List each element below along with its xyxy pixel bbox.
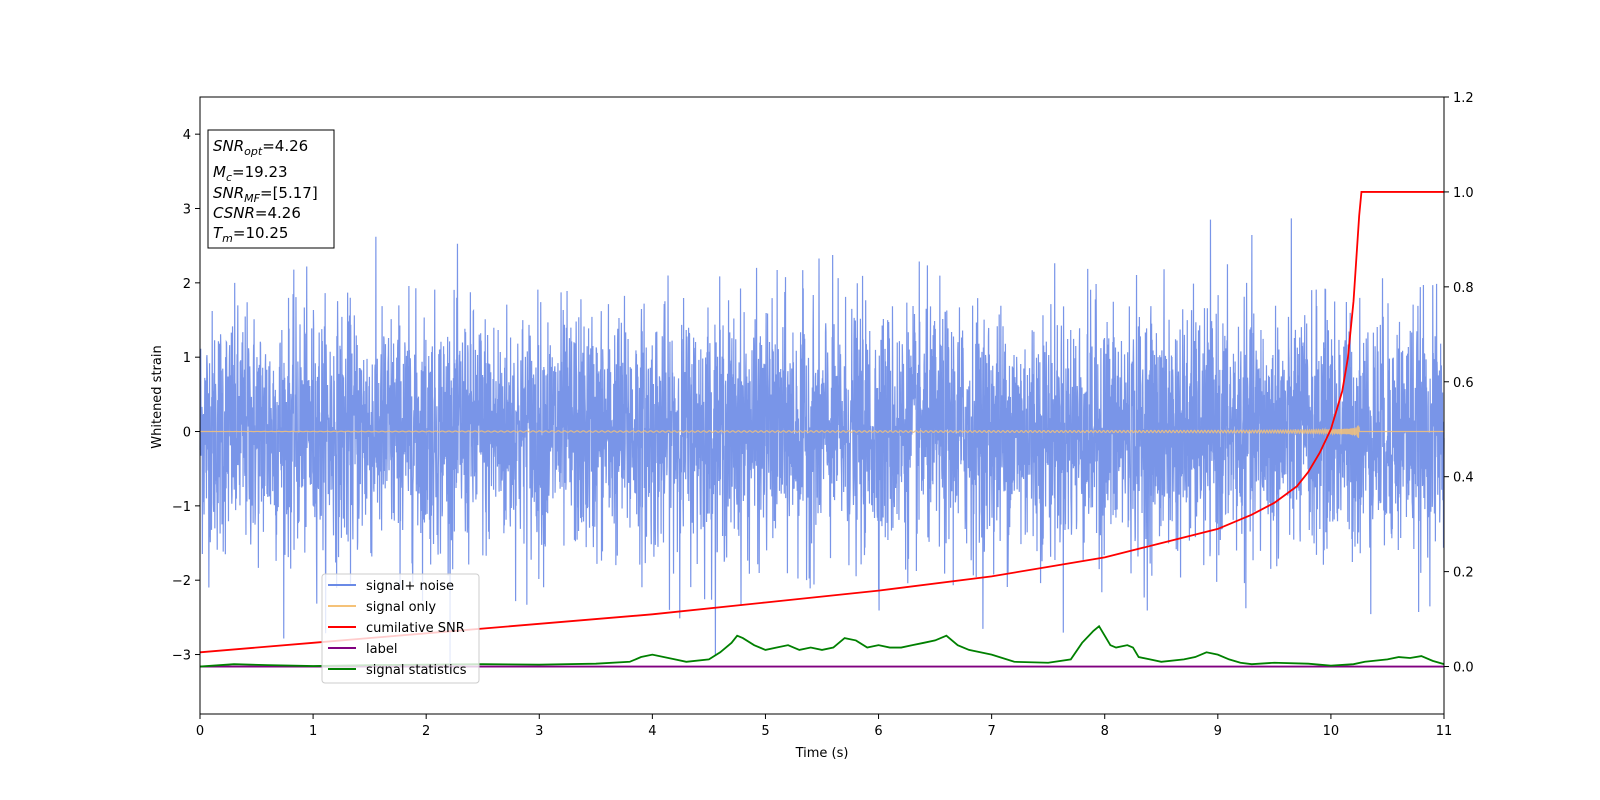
legend-label-label: label — [366, 642, 397, 657]
series-line-cumulative-snr — [199, 191, 1444, 654]
series-line-signal-only — [200, 425, 1444, 438]
x-tick-label: 0 — [196, 724, 204, 739]
y-right-tick-label: 0.4 — [1453, 471, 1474, 486]
y-left-tick-label: −2 — [172, 574, 191, 589]
y-right-tick-label: 1.0 — [1453, 186, 1474, 201]
legend-label-signal-statistics: signal statistics — [366, 663, 467, 678]
x-tick-label: 4 — [648, 724, 656, 739]
plot-frame — [199, 96, 1445, 715]
x-tick-label: 5 — [761, 724, 769, 739]
legend-label-signal-noise: signal+ noise — [366, 579, 454, 594]
annotation-snr-opt: SNRopt=4.26 — [213, 137, 308, 158]
annotation-snr-mf: SNRMF=[5.17] — [213, 184, 318, 205]
x-tick-label: 8 — [1101, 724, 1109, 739]
x-tick-label: 7 — [987, 724, 995, 739]
x-tick-label: 11 — [1436, 724, 1453, 739]
annotation-box: SNRopt=4.26 Mc=19.23 SNRMF=[5.17] CSNR=4… — [207, 129, 335, 249]
x-tick-label: 6 — [874, 724, 882, 739]
x-tick-label: 1 — [309, 724, 317, 739]
annotation-mc: Mc=19.23 — [213, 163, 288, 184]
y-right-tick-label: 0.6 — [1453, 376, 1474, 391]
y-left-tick-label: −3 — [172, 649, 191, 664]
x-tick-label: 3 — [535, 724, 543, 739]
axes — [199, 96, 1445, 715]
y-right-tick-label: 0.8 — [1453, 281, 1474, 296]
annotation-tm: Tm=10.25 — [213, 224, 288, 245]
ticks: 0 1 2 3 4 5 6 7 8 9 10 11 −3 −2 −1 0 1 2 3 4 0.0 0.2 0.4 0.6 0.8… — [172, 91, 1474, 739]
x-tick-label: 10 — [1323, 724, 1340, 739]
series-signal-noise — [199, 218, 1445, 671]
y-right-tick-label: 0.0 — [1453, 661, 1474, 676]
series-line-signal-statistics — [199, 624, 1445, 668]
y-left-tick-label: 4 — [183, 128, 191, 143]
x-tick-label: 2 — [422, 724, 430, 739]
legend-label-signal-only: signal only — [366, 600, 436, 615]
annotation-csnr: CSNR=4.26 — [213, 204, 301, 222]
y-left-tick-label: 2 — [183, 277, 191, 292]
legend: signal+ noise signal only cumilative SNR… — [321, 573, 480, 684]
legend-label-cumulative-snr: cumilative SNR — [366, 621, 465, 636]
y-axis-label: Whitened strain — [150, 345, 165, 448]
y-left-tick-label: 1 — [183, 351, 191, 366]
x-tick-label: 9 — [1214, 724, 1222, 739]
x-axis-label: Time (s) — [795, 746, 849, 761]
y-right-tick-label: 1.2 — [1453, 91, 1474, 106]
y-left-tick-label: 0 — [183, 426, 191, 441]
y-left-tick-label: 3 — [183, 203, 191, 218]
y-right-tick-label: 0.2 — [1453, 566, 1474, 581]
series-signal-only — [200, 425, 1444, 438]
series-line-signal-noise — [199, 218, 1445, 671]
y-left-tick-label: −1 — [172, 500, 191, 515]
